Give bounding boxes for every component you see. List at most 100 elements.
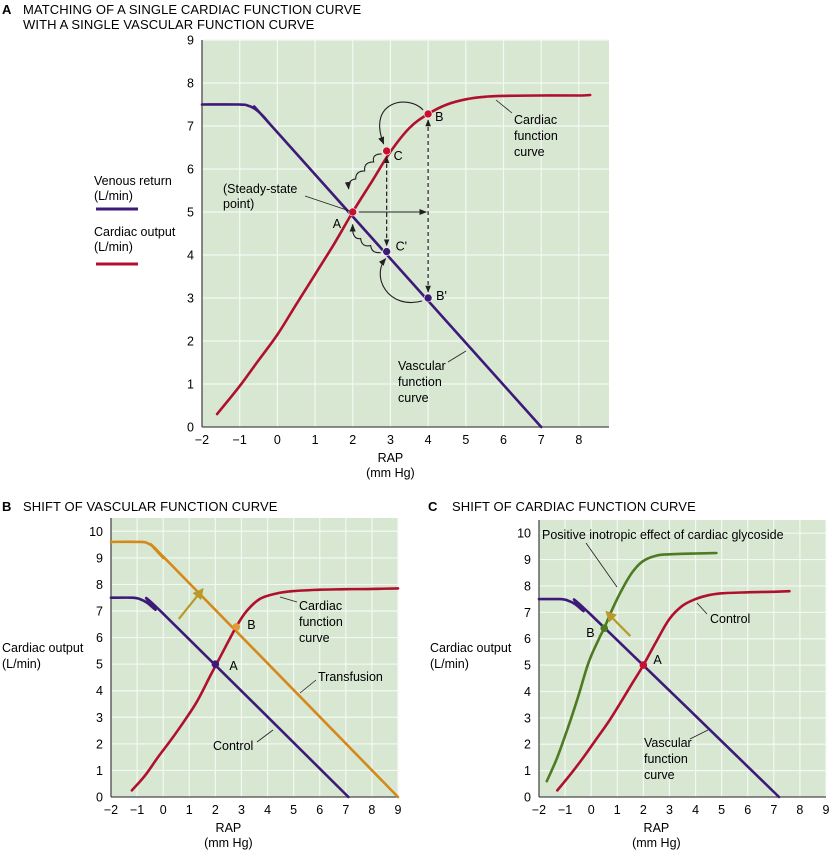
panel-a-letter: A: [2, 2, 12, 17]
panel-a-xlabel-line1: RAP: [378, 451, 404, 465]
panel-c-control-label: Control: [710, 612, 750, 626]
panel-b-xlabel-line2: (mm Hg): [204, 836, 253, 850]
panel-c-xlabel-line2: (mm Hg): [632, 836, 681, 850]
panel-c-xtick-label: 4: [692, 803, 699, 817]
panel-c-letter: C: [428, 499, 438, 514]
panel-b-xtick-label: 4: [264, 803, 271, 817]
panel-b-transfusion-leader: [299, 679, 317, 694]
panel-c-series-control: [556, 589, 791, 792]
panel-c-ytick-label: 9: [524, 553, 531, 567]
panel-a-point-label: B: [435, 110, 443, 124]
panel-c-vascular-label-line3: curve: [644, 768, 675, 782]
vascular-function-label-line1: Vascular: [398, 359, 446, 373]
panel-b-shift-arrow: [177, 588, 204, 620]
panel-a-xtick-label: 5: [462, 433, 469, 447]
panel-b-xtick-label: −1: [130, 803, 144, 817]
panel-a-point-label: A: [333, 217, 342, 231]
steady-state-label-line1: (Steady-state: [223, 182, 297, 196]
panel-c-ytick-label: 4: [524, 685, 531, 699]
panel-a-point-label: C: [394, 149, 403, 163]
panel-b-chart: −2 −1 0 1 2 3 4 5 6 7 8 9 0 1 2 3 4 5 6 7 8 9 10 RAP(mm Hg) A B Ca…: [89, 518, 402, 850]
panel-b-xtick-label: 2: [212, 803, 219, 817]
panel-a-point-label: B': [436, 289, 447, 303]
panel-a-curved-arrow-b-to-c: [378, 101, 424, 145]
panel-a-chart: −2 −1 0 1 2 3 4 5 6 7 8 0 1 2 3 4 5 6 7 8 9 RAP(mm Hg) A C B C' B'…: [187, 34, 609, 480]
panel-a-series-vascular-function-curve: [200, 103, 543, 429]
panel-c-xtick-label: 3: [666, 803, 673, 817]
panel-a-ytick-label: 8: [187, 77, 194, 91]
panel-b-series-transfusion: [109, 540, 400, 799]
panel-b-ytick-label: 1: [96, 764, 103, 778]
panel-b-xtick-label: −2: [104, 803, 118, 817]
panel-b-cardiac-function-label-line2: function: [299, 615, 343, 629]
panel-a-ytick-label: 9: [187, 34, 194, 48]
panel-a-ytick-label: 5: [187, 206, 194, 220]
panel-c-xtick-label: 2: [640, 803, 647, 817]
panel-b-cardiac-function-leader: [279, 596, 298, 603]
cardiac-function-label-line1: Cardiac: [514, 113, 557, 127]
panel-b-xtick-label: 0: [160, 803, 167, 817]
legend-venous-return-label: Venous return: [94, 174, 172, 188]
panel-b-xlabel-line1: RAP: [216, 821, 242, 835]
panel-c-xtick-label: −1: [558, 803, 572, 817]
panel-a-point-c: [382, 146, 391, 156]
panel-b-ytick-label: 3: [96, 711, 103, 725]
panel-c-vascular-label-line2: function: [644, 752, 688, 766]
panel-c-ytick-label: 1: [524, 764, 531, 778]
panel-a-point-label: C': [396, 240, 407, 254]
panel-c-xtick-label: 1: [614, 803, 621, 817]
panel-c-ytick-label: 10: [517, 527, 531, 541]
panel-c-ytick-label: 7: [524, 606, 531, 620]
panel-c-ytick-label: 0: [524, 791, 531, 805]
panel-c-xtick-label: 8: [796, 803, 803, 817]
panel-a-title-line1: MATCHING OF A SINGLE CARDIAC FUNCTION CU…: [23, 2, 361, 17]
cardiac-function-label-line3: curve: [514, 145, 545, 159]
panel-c-xtick-label: 7: [770, 803, 777, 817]
panel-b-ylabel-line1: Cardiac output: [2, 641, 84, 655]
panel-b-ylabel-line2: (L/min): [2, 657, 41, 671]
panel-a-curved-arrow-bprime-to-cprime: [378, 257, 423, 304]
panel-b-plot-area: [111, 518, 398, 797]
panel-a-xlabel-line2: (mm Hg): [366, 466, 415, 480]
panel-a-wavy-arrow-cprime-to-a: [349, 223, 381, 254]
panel-c-point-label: A: [653, 653, 662, 667]
panel-a-ytick-label: 1: [187, 378, 194, 392]
panel-b-cardiac-function-label-line1: Cardiac: [299, 599, 342, 613]
panel-c-ylabel-line1: Cardiac output: [430, 641, 512, 655]
panel-b-ytick-label: 9: [96, 551, 103, 565]
panel-b-cardiac-function-label-line3: curve: [299, 631, 330, 645]
panel-b-xtick-label: 6: [316, 803, 323, 817]
panel-c-point-b: [600, 624, 609, 632]
panel-a-xtick-label: 1: [312, 433, 319, 447]
panel-a-xtick-label: 3: [387, 433, 394, 447]
panel-a-xtick-label: 4: [425, 433, 432, 447]
panel-a-ytick-label: 0: [187, 421, 194, 435]
steady-state-leader-line: [304, 195, 350, 212]
panel-c-vascular-leader: [689, 729, 709, 740]
panel-a-xtick-label: 0: [274, 433, 281, 447]
cardiac-function-leader-line: [495, 99, 513, 114]
vascular-function-label-line3: curve: [398, 391, 429, 405]
panel-b-series-control: [109, 596, 350, 799]
panel-a-xtick-label: −1: [233, 433, 247, 447]
panel-b-ytick-label: 10: [89, 525, 103, 539]
panel-c-xtick-label: 0: [588, 803, 595, 817]
panel-b-ytick-label: 0: [96, 791, 103, 805]
panel-a-legend: Venous return (L/min) Cardiac output (L/…: [94, 174, 176, 266]
panel-b-control-label: Control: [213, 739, 253, 753]
panel-b-ytick-label: 4: [96, 684, 103, 698]
panel-a-wavy-arrow-c-to-a: [344, 153, 382, 190]
panel-a-point-b: [423, 109, 433, 119]
panel-b-xtick-label: 3: [238, 803, 245, 817]
panel-a-xtick-label: 2: [349, 433, 356, 447]
panel-a-ytick-label: 7: [187, 120, 194, 134]
panel-a-title-line2: WITH A SINGLE VASCULAR FUNCTION CURVE: [23, 17, 315, 32]
panel-b-control-leader: [256, 729, 274, 743]
panel-c-control-leader: [696, 602, 708, 615]
panel-c-point-label: B: [586, 626, 594, 640]
panel-c-xtick-label: 9: [823, 803, 830, 817]
panel-b-point-b: [232, 623, 241, 631]
panel-b-point-a: [211, 660, 220, 668]
panel-a-point-b-prime: [423, 293, 433, 303]
